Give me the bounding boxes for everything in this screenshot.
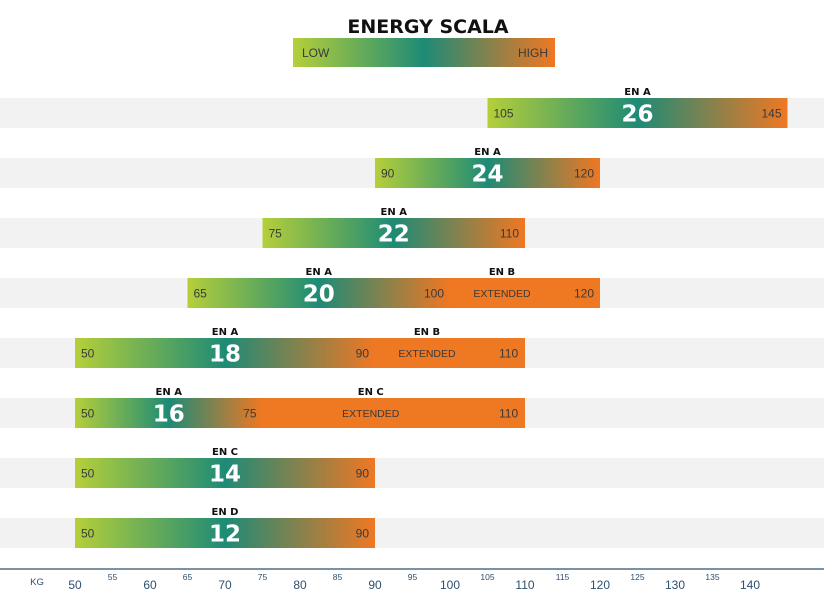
certification-label: EN A bbox=[156, 387, 183, 398]
weight-range-bar bbox=[75, 458, 375, 488]
legend-high-label: HIGH bbox=[518, 46, 548, 60]
weight-range-bar bbox=[487, 98, 788, 128]
size-row: 50 90 12 EN D bbox=[0, 507, 824, 548]
extended-label: EXTENDED bbox=[398, 348, 456, 360]
axis-tick-label: 110 bbox=[515, 578, 534, 592]
weight-range-bar bbox=[375, 158, 600, 188]
extended-max-label: 110 bbox=[499, 407, 518, 421]
axis-tick-label: 120 bbox=[590, 578, 610, 592]
range-min-label: 75 bbox=[269, 227, 283, 241]
range-min-label: 50 bbox=[81, 527, 95, 541]
axis-tick-label: 80 bbox=[293, 578, 307, 592]
extended-range-bar bbox=[375, 338, 525, 368]
range-max-label: 90 bbox=[356, 467, 370, 481]
axis-minor-tick-label: 95 bbox=[408, 572, 418, 582]
wing-size-label: 14 bbox=[209, 462, 241, 488]
extended-label: EXTENDED bbox=[473, 288, 531, 300]
size-row: EXTENDED 110 EN C 50 75 16 EN A bbox=[0, 387, 824, 428]
size-row: 90 120 24 EN A bbox=[0, 147, 824, 188]
wing-size-label: 12 bbox=[209, 522, 241, 548]
range-max-label: 120 bbox=[574, 167, 594, 181]
certification-label: EN A bbox=[474, 147, 501, 158]
range-max-label: 100 bbox=[424, 287, 444, 301]
certification-label: EN D bbox=[212, 507, 239, 518]
axis-minor-tick-label: 65 bbox=[183, 572, 193, 582]
weight-range-bar bbox=[262, 218, 525, 248]
axis-tick-label: 60 bbox=[143, 578, 157, 592]
size-row: EXTENDED 110 EN B 50 90 18 EN A bbox=[0, 327, 824, 368]
weight-axis: KG 50 60 70 80 90 100 110 120 130 140 55 65 75 85 95 10… bbox=[0, 568, 824, 592]
range-max-label: 145 bbox=[761, 107, 781, 121]
chart-title: ENERGY SCALA bbox=[347, 16, 508, 38]
axis-minor-tick-label: 115 bbox=[556, 572, 570, 582]
extended-cert-label: EN B bbox=[489, 267, 515, 278]
range-min-label: 50 bbox=[81, 347, 95, 361]
weight-range-bar bbox=[75, 518, 375, 548]
wing-size-label: 22 bbox=[378, 222, 410, 248]
extended-max-label: 120 bbox=[574, 287, 594, 301]
axis-minor-tick-label: 105 bbox=[480, 572, 494, 582]
size-row: 105 145 26 EN A bbox=[0, 87, 824, 128]
certification-label: EN C bbox=[212, 447, 238, 458]
extended-range-bar bbox=[450, 278, 600, 308]
extended-cert-label: EN B bbox=[414, 327, 440, 338]
range-max-label: 110 bbox=[500, 227, 519, 241]
extended-range-bar bbox=[262, 398, 525, 428]
axis-minor-tick-label: 75 bbox=[258, 572, 268, 582]
wing-size-label: 24 bbox=[471, 162, 503, 188]
weight-range-bar bbox=[75, 338, 375, 368]
chart-header: ENERGY SCALA LOW HIGH bbox=[293, 16, 555, 67]
axis-tick-label: 70 bbox=[218, 578, 232, 592]
certification-label: EN A bbox=[381, 207, 408, 218]
axis-tick-label: 100 bbox=[440, 578, 460, 592]
axis-tick-label: 130 bbox=[665, 578, 685, 592]
certification-label: EN A bbox=[212, 327, 239, 338]
wing-size-label: 26 bbox=[621, 102, 653, 128]
size-row: EXTENDED 120 EN B 65 100 20 EN A bbox=[0, 267, 824, 308]
range-min-label: 50 bbox=[81, 407, 95, 421]
size-row: 50 90 14 EN C bbox=[0, 447, 824, 488]
axis-minor-tick-label: 85 bbox=[333, 572, 343, 582]
range-max-label: 90 bbox=[356, 527, 370, 541]
axis-tick-label: 140 bbox=[740, 578, 760, 592]
axis-minor-tick-label: 135 bbox=[705, 572, 719, 582]
range-max-label: 75 bbox=[243, 407, 257, 421]
axis-minor-tick-label: 55 bbox=[108, 572, 118, 582]
extended-cert-label: EN C bbox=[358, 387, 384, 398]
legend-low-label: LOW bbox=[302, 46, 330, 60]
axis-tick-label: 50 bbox=[68, 578, 82, 592]
wing-size-label: 18 bbox=[209, 342, 241, 368]
energy-legend-bar bbox=[293, 38, 555, 67]
wing-size-label: 20 bbox=[303, 282, 335, 308]
extended-label: EXTENDED bbox=[342, 408, 400, 420]
range-min-label: 50 bbox=[81, 467, 95, 481]
wing-size-label: 16 bbox=[153, 402, 185, 428]
certification-label: EN A bbox=[306, 267, 333, 278]
axis-tick-label: 90 bbox=[368, 578, 382, 592]
range-min-label: 65 bbox=[194, 287, 208, 301]
range-max-label: 90 bbox=[356, 347, 370, 361]
range-min-label: 90 bbox=[381, 167, 395, 181]
axis-unit-label: KG bbox=[30, 577, 44, 588]
axis-minor-tick-label: 125 bbox=[630, 572, 644, 582]
extended-max-label: 110 bbox=[499, 347, 518, 361]
weight-range-bar bbox=[187, 278, 450, 308]
size-row: 75 110 22 EN A bbox=[0, 207, 824, 248]
weight-range-bar bbox=[75, 398, 263, 428]
certification-label: EN A bbox=[624, 87, 651, 98]
range-min-label: 105 bbox=[494, 107, 514, 121]
